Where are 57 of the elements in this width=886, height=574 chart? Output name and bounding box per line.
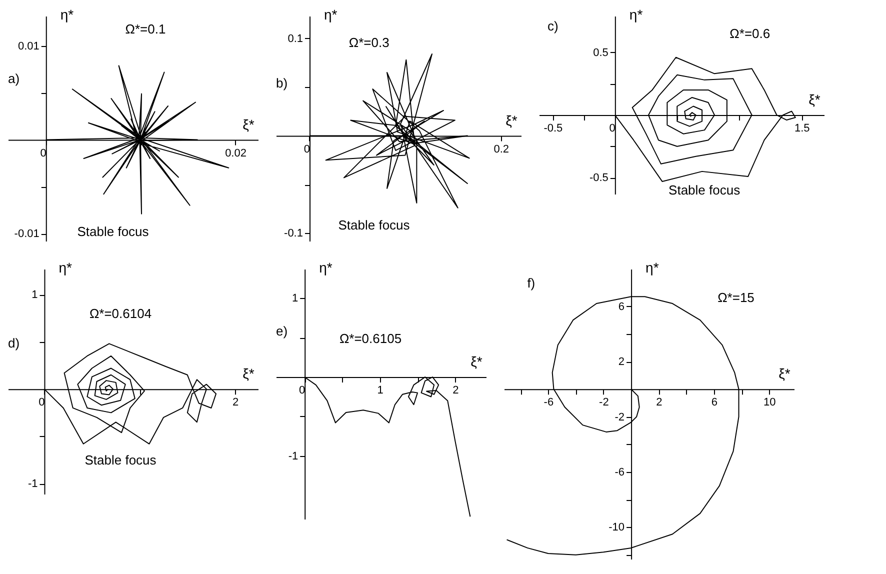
x-tick-label: -0.5 — [544, 122, 563, 135]
x-tick-label: 1 — [377, 384, 384, 397]
x-tick-label: -6 — [544, 396, 554, 409]
x-tick-label: 2 — [656, 396, 662, 409]
x-tick-label: 2 — [232, 396, 239, 409]
x-axis-title: ξ* — [506, 112, 518, 128]
y-tick-label: 0.5 — [593, 46, 608, 59]
y-axis-title: η* — [646, 260, 660, 276]
annotation: f) — [527, 276, 536, 290]
y-tick-label: -1 — [288, 450, 298, 462]
y-tick-label: -1 — [28, 478, 38, 490]
x-tick-label: 2 — [452, 384, 459, 397]
x-tick-label: 0 — [40, 147, 46, 160]
x-tick-label: 0 — [609, 122, 616, 135]
x-axis-title: ξ* — [778, 366, 791, 382]
x-axis-title: ξ* — [242, 116, 255, 132]
y-tick-label: 1 — [32, 289, 38, 302]
annotation: Stable focus — [84, 452, 157, 468]
y-tick-label: -0.01 — [14, 228, 40, 240]
annotation: Stable focus — [338, 217, 410, 232]
x-axis-title: ξ* — [808, 92, 821, 108]
text: Ω*=0.6105 — [339, 331, 402, 346]
y-tick-label: -0.1 — [284, 228, 303, 240]
y-axis-title: η* — [324, 6, 338, 22]
y-tick-label: 0.1 — [288, 32, 303, 45]
x-tick-label: 0.2 — [494, 143, 510, 156]
y-axis-title: η* — [629, 6, 644, 22]
y-tick-label: -6 — [614, 466, 625, 478]
annotation: Stable focus — [77, 224, 150, 239]
annotation: d) — [8, 335, 20, 350]
y-tick-label: 2 — [618, 356, 625, 368]
text: Ω*=0.3 — [348, 35, 390, 50]
y-tick-label: 1 — [292, 292, 298, 305]
x-axis-title: ξ* — [242, 366, 255, 382]
y-tick-label: 6 — [618, 300, 625, 313]
x-tick-label: 10 — [764, 396, 776, 409]
annotation: b) — [276, 76, 288, 90]
x-tick-label: 0 — [38, 396, 45, 409]
x-axis-title: ξ* — [470, 354, 483, 370]
annotation: a) — [8, 71, 20, 86]
y-tick-label: 0.01 — [18, 40, 40, 52]
y-tick-label: -10 — [608, 522, 625, 534]
annotation: e) — [276, 324, 288, 338]
text: Ω*=15 — [718, 290, 754, 305]
x-tick-label: 6 — [711, 396, 718, 409]
text: Ω*=0.6 — [730, 26, 770, 41]
annotation: c) — [548, 18, 558, 34]
y-axis-title: η* — [60, 6, 74, 22]
y-axis-title: η* — [58, 260, 73, 276]
y-tick-label: -2 — [614, 411, 625, 424]
y-axis-title: η* — [319, 260, 333, 276]
x-tick-label: 1.5 — [794, 122, 810, 135]
x-tick-label: 0.02 — [225, 147, 246, 160]
text: Ω*=0.6104 — [89, 306, 152, 321]
annotation: Stable focus — [668, 182, 741, 198]
x-tick-label: 0 — [304, 143, 310, 156]
chart-title: Ω*=0.1 — [125, 22, 166, 36]
